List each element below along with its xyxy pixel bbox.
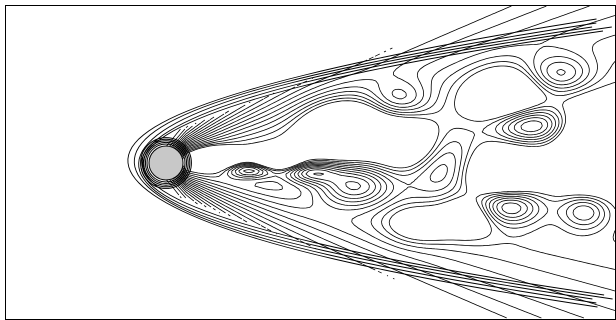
contour-line-1	[133, 22, 597, 304]
cylinder-ring	[140, 137, 192, 189]
contour-level-22	[176, 5, 595, 319]
cylinder-ring	[144, 141, 188, 185]
contour-level-25	[180, 61, 616, 270]
contour-line-2	[138, 26, 593, 300]
cylinder-ring	[141, 138, 191, 188]
contour-level-19	[171, 47, 395, 280]
contour-line-0	[127, 18, 598, 308]
contour-level-26	[181, 65, 616, 242]
contour-level-24	[179, 34, 616, 292]
cylinder-body	[148, 145, 184, 181]
cylinder-ring	[146, 143, 186, 183]
contour-level-20	[173, 5, 566, 319]
cylinder-ring	[143, 140, 189, 186]
contour-level-23	[177, 15, 616, 311]
cylinder	[140, 137, 192, 189]
